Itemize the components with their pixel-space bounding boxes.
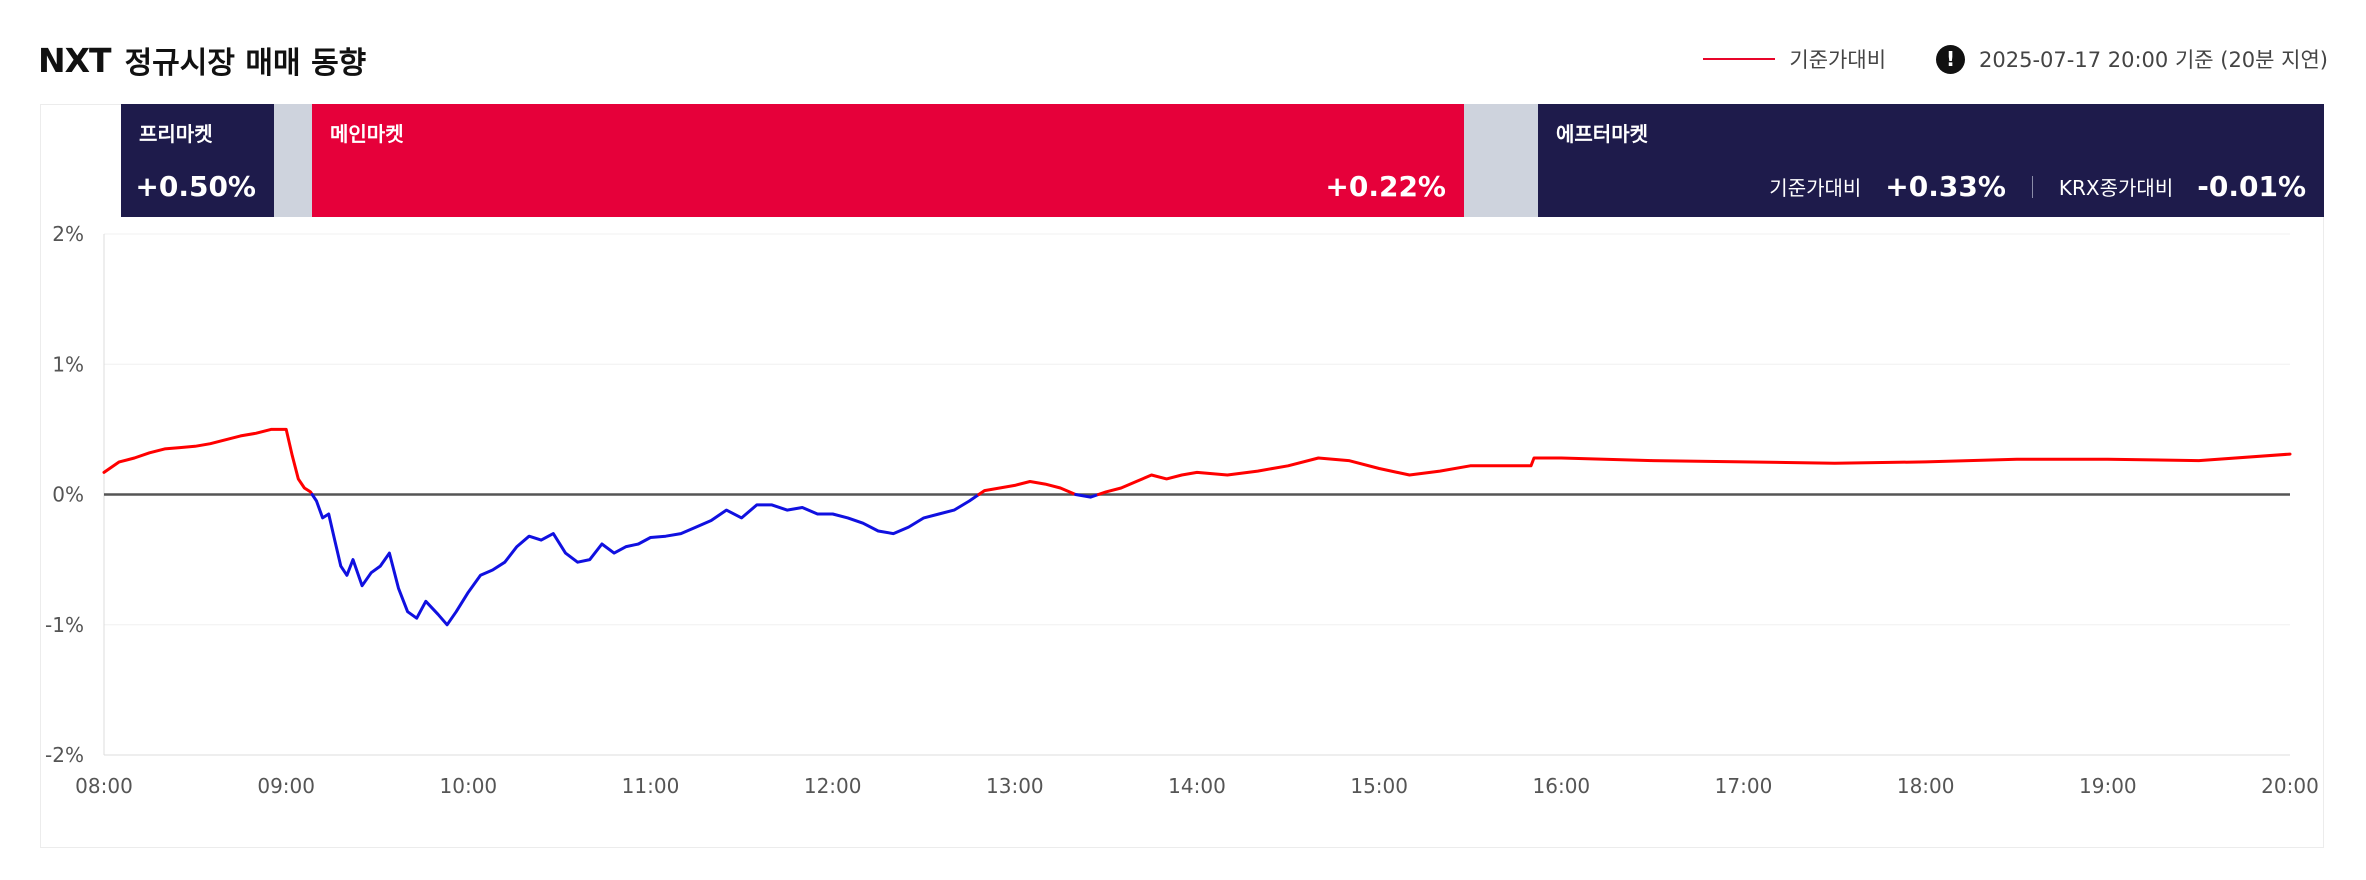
x-tick-label: 16:00 [1533, 774, 1591, 798]
page-title: 정규시장 매매 동향 [124, 46, 367, 81]
x-tick-label: 18:00 [1897, 774, 1955, 798]
series-line-positive [977, 480, 1078, 496]
chart-header: NXT 정규시장 매매 동향 [38, 38, 366, 82]
series-line-positive [102, 427, 314, 496]
x-tick-label: 09:00 [257, 774, 315, 798]
x-tick-label: 11:00 [622, 774, 680, 798]
series-line-positive [1096, 452, 2292, 496]
nxt-logo: NXT [38, 40, 112, 80]
session-aftermarket: 에프터마켓 기준가대비 +0.33% KRX종가대비 -0.01% [1538, 104, 2324, 217]
x-tick-label: 17:00 [1715, 774, 1773, 798]
session-gap [1464, 104, 1538, 217]
aftermarket-base-value: +0.33% [1885, 170, 2006, 203]
legend-line-swatch [1703, 58, 1776, 60]
series-line-negative [310, 493, 981, 627]
premarket-label: 프리마켓 [139, 122, 213, 146]
aftermarket-krx-label: KRX종가대비 [2058, 176, 2174, 200]
x-tick-label: 15:00 [1350, 774, 1408, 798]
series-line-negative [1074, 493, 1100, 499]
legend-area: 기준가대비 ! 2025-07-17 20:00 기준 (20분 지연) [1703, 44, 2328, 74]
premarket-value: +0.50% [135, 170, 256, 203]
x-tick-label: 19:00 [2079, 774, 2137, 798]
y-tick-label: 1% [52, 352, 84, 376]
aftermarket-values: 기준가대비 +0.33% KRX종가대비 -0.01% [1769, 170, 2306, 203]
mainmarket-value: +0.22% [1325, 170, 1446, 203]
y-tick-label: -2% [45, 743, 84, 767]
aftermarket-krx-value: -0.01% [2197, 170, 2306, 203]
mainmarket-label: 메인마켓 [330, 122, 404, 146]
aftermarket-label: 에프터마켓 [1556, 122, 1648, 146]
session-gap [274, 104, 312, 217]
y-tick-label: -1% [45, 613, 84, 637]
x-tick-label: 14:00 [1168, 774, 1226, 798]
aftermarket-base-label: 기준가대비 [1769, 176, 1862, 200]
x-tick-label: 10:00 [440, 774, 498, 798]
session-mainmarket: 메인마켓 +0.22% [312, 104, 1464, 217]
y-tick-label: 0% [52, 483, 84, 507]
y-tick-label: 2% [52, 222, 84, 246]
session-premarket: 프리마켓 +0.50% [121, 104, 274, 217]
x-tick-label: 08:00 [75, 774, 133, 798]
value-divider [2031, 175, 2033, 198]
exclamation-icon[interactable]: ! [1936, 44, 1966, 74]
legend-label: 기준가대비 [1789, 48, 1887, 72]
x-tick-label: 13:00 [986, 774, 1044, 798]
x-tick-label: 20:00 [2261, 774, 2319, 798]
timestamp: 2025-07-17 20:00 기준 (20분 지연) [1979, 48, 2328, 72]
x-tick-label: 12:00 [804, 774, 862, 798]
